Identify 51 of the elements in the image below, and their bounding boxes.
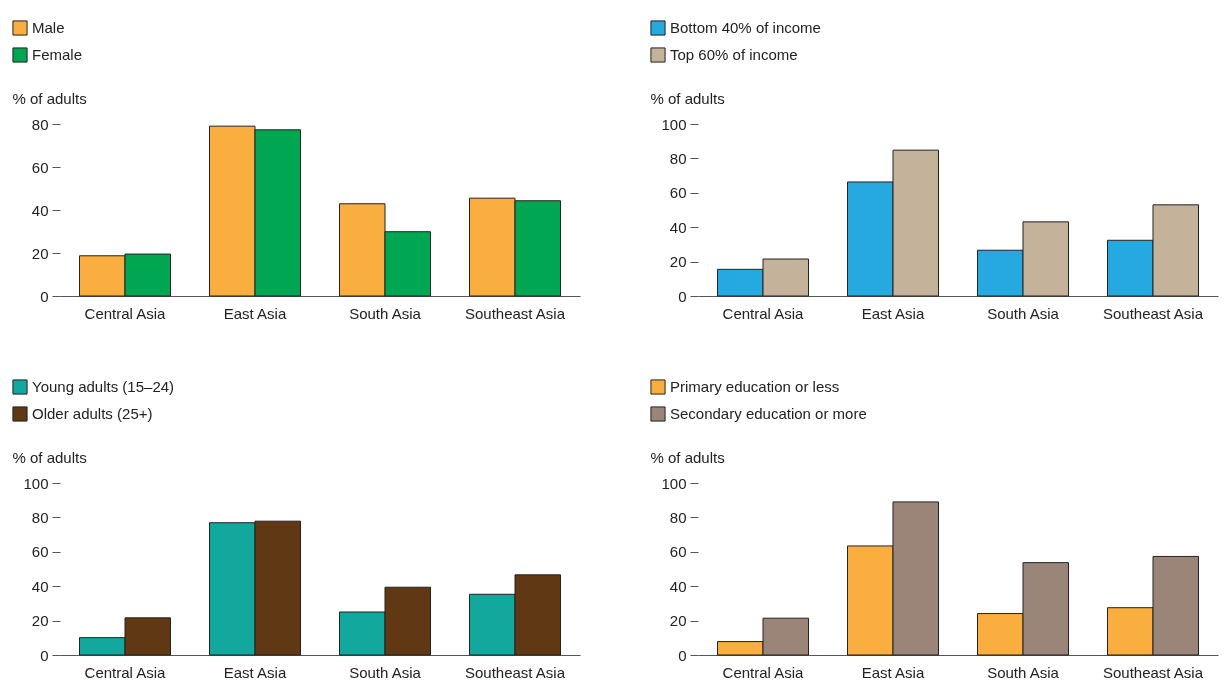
y-tick-label: 80 (31, 115, 49, 133)
legend-label: Older adults (25+) (32, 405, 153, 422)
y-tick-label: 40 (31, 577, 49, 595)
x-tick-label: Central Asia (722, 304, 805, 322)
legend-label: Primary education or less (670, 378, 840, 395)
y-tick-label: 60 (669, 543, 687, 561)
legend-label: Top 60% of income (670, 46, 798, 63)
x-tick-label: South Asia (349, 304, 422, 322)
x-tick-label: South Asia (987, 304, 1060, 322)
x-tick-label: Central Asia (84, 663, 167, 681)
legend-label: Secondary education or more (670, 405, 867, 422)
y-tick-label: 0 (678, 646, 687, 664)
legend-label: Bottom 40% of income (670, 19, 821, 36)
y-tick-label: 60 (31, 543, 49, 561)
y-tick-label: 20 (669, 612, 687, 630)
y-tick-label: 40 (669, 577, 687, 595)
x-tick-label: Southeast Asia (464, 663, 566, 681)
x-tick-label: Southeast Asia (1102, 304, 1204, 322)
x-tick-label: East Asia (861, 304, 925, 322)
x-tick-label: Central Asia (722, 663, 805, 681)
y-tick-label: 60 (31, 158, 49, 176)
y-tick-label: 80 (669, 508, 687, 526)
y-tick-label: 100 (23, 474, 49, 492)
legend-label: Young adults (15–24) (32, 378, 175, 395)
x-tick-label: South Asia (349, 663, 422, 681)
y-tick-label: 60 (669, 184, 687, 202)
y-tick-label: 80 (31, 508, 49, 526)
y-tick-label: 0 (40, 287, 49, 305)
y-tick-label: 20 (31, 612, 49, 630)
y-tick-label: 100 (661, 115, 687, 133)
x-tick-label: Southeast Asia (464, 304, 566, 322)
y-tick-label: 80 (669, 149, 687, 167)
x-tick-label: East Asia (223, 304, 287, 322)
legend-label: Female (32, 46, 83, 63)
y-tick-label: 100 (661, 474, 687, 492)
y-tick-label: 0 (40, 646, 49, 664)
legend-label: Male (32, 19, 65, 36)
x-tick-label: Central Asia (84, 304, 167, 322)
x-tick-label: Southeast Asia (1102, 663, 1204, 681)
x-tick-label: East Asia (223, 663, 287, 681)
y-tick-label: 20 (669, 253, 687, 271)
y-tick-label: 40 (669, 218, 687, 236)
y-axis-title: % of adults (650, 89, 725, 107)
y-axis-title: % of adults (12, 448, 87, 466)
y-axis-title: % of adults (12, 89, 87, 107)
y-tick-label: 40 (31, 201, 49, 219)
y-tick-label: 20 (31, 244, 49, 262)
x-tick-label: South Asia (987, 663, 1060, 681)
y-axis-title: % of adults (650, 448, 725, 466)
y-tick-label: 0 (678, 287, 687, 305)
x-tick-label: East Asia (861, 663, 925, 681)
